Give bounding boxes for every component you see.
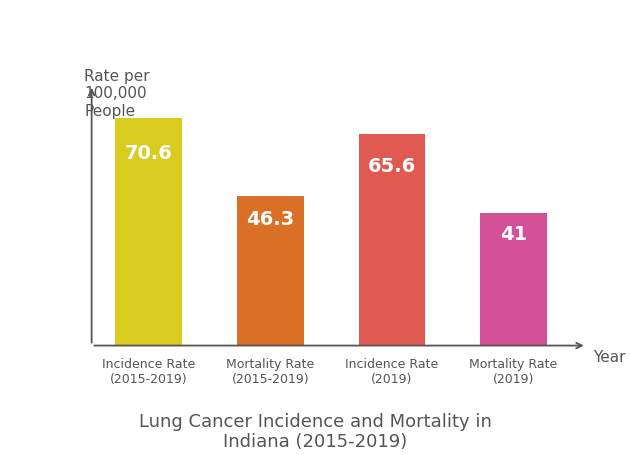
- Bar: [237, 197, 304, 346]
- Text: 41: 41: [500, 224, 527, 243]
- Text: Rate per
100,000
People: Rate per 100,000 People: [84, 69, 150, 118]
- Text: Year: Year: [593, 349, 625, 364]
- Bar: [358, 135, 425, 346]
- Bar: [480, 214, 547, 346]
- Bar: [115, 119, 182, 346]
- Text: Lung Cancer Incidence and Mortality in
Indiana (2015-2019): Lung Cancer Incidence and Mortality in I…: [139, 412, 491, 450]
- Text: 46.3: 46.3: [246, 210, 294, 228]
- Text: 70.6: 70.6: [125, 143, 173, 162]
- Text: 65.6: 65.6: [368, 157, 416, 176]
